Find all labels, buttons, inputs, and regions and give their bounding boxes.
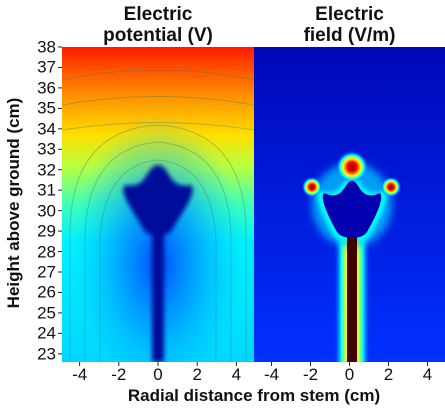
tick-marks	[58, 46, 428, 366]
y-tick-label: 36	[37, 78, 56, 98]
top-tip-hotspot	[336, 151, 368, 183]
x-tick-label: -4	[263, 365, 280, 384]
flower-silhouette-field	[322, 180, 382, 362]
chart-title-potential: Electric potential (V)	[62, 4, 254, 46]
y-tick-label: 30	[37, 201, 56, 221]
title-potential-line-1: Electric	[123, 4, 193, 25]
y-tick-label: 35	[37, 98, 56, 118]
y-tick-label: 31	[37, 180, 56, 200]
x-tick-label: 4	[231, 365, 242, 384]
y-tick-label: 32	[37, 160, 56, 180]
left-tip-hotspot	[302, 177, 322, 197]
y-tick-label: 34	[37, 119, 56, 139]
x-tick-label: 2	[383, 365, 394, 384]
title-field-line-2: field (V/m)	[303, 25, 396, 46]
chart-title-field: Electric field (V/m)	[254, 4, 445, 46]
y-tick-label: 27	[37, 262, 56, 282]
x-tick-label: -2	[302, 365, 319, 384]
x-tick-label: 0	[153, 365, 163, 384]
y-tick-label: 28	[37, 242, 56, 262]
right-tip-hotspot	[381, 177, 401, 197]
title-field-line-1: Electric	[315, 4, 384, 25]
x-tick-label: 0	[344, 365, 355, 384]
flower-silhouette-potential	[123, 165, 193, 362]
y-tick-label: 24	[37, 323, 56, 343]
x-axis-label: Radial distance from stem (cm)	[127, 386, 381, 405]
x-tick-label: 2	[192, 365, 202, 384]
x-tick-label: -4	[72, 365, 88, 384]
x-tick-label: 4	[422, 365, 433, 384]
potential-contours	[62, 69, 254, 362]
potential-heatmap	[62, 47, 254, 362]
y-tick-label: 23	[37, 344, 56, 364]
y-tick-label: 37	[37, 57, 56, 77]
y-tick-label: 33	[37, 139, 56, 159]
title-potential-line-2: potential (V)	[103, 25, 213, 46]
y-tick-label: 29	[37, 221, 56, 241]
y-tick-label: 25	[37, 303, 56, 323]
field-heatmap	[254, 47, 445, 362]
y-tick-label: 26	[37, 282, 56, 302]
y-tick-label: 38	[37, 37, 56, 57]
x-tick-label: -2	[111, 365, 127, 384]
